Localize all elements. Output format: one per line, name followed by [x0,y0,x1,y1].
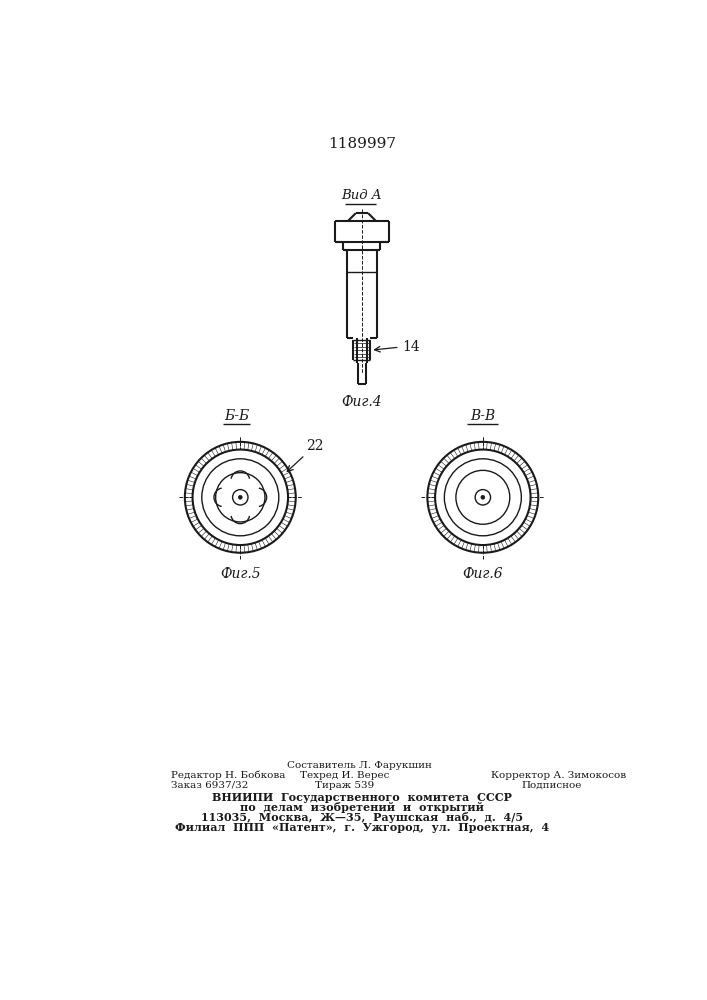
Circle shape [185,442,296,553]
Text: В-В: В-В [470,409,496,423]
Text: ВНИИПИ  Государственного  комитета  СССР: ВНИИПИ Государственного комитета СССР [212,792,512,803]
Text: Техред И. Верес: Техред И. Верес [300,771,389,780]
Text: 14: 14 [402,340,420,354]
Text: Фиг.6: Фиг.6 [462,567,503,581]
Circle shape [475,490,491,505]
Text: Заказ 6937/32: Заказ 6937/32 [171,781,248,790]
Text: 22: 22 [307,439,324,453]
Circle shape [238,495,243,499]
Circle shape [428,442,538,553]
Circle shape [201,459,279,536]
Text: Фиг.4: Фиг.4 [341,395,382,409]
Text: Вид A: Вид A [341,189,382,202]
Text: Составитель Л. Фарукшин: Составитель Л. Фарукшин [287,761,432,770]
Text: по  делам  изобретений  и  открытий: по делам изобретений и открытий [240,802,484,813]
Text: Фиг.5: Фиг.5 [220,567,261,581]
Circle shape [216,473,265,522]
Text: Редактор Н. Бобкова: Редактор Н. Бобкова [171,771,286,780]
Text: Филиал  ППП  «Патент»,  г.  Ужгород,  ул.  Проектная,  4: Филиал ППП «Патент», г. Ужгород, ул. Про… [175,822,549,833]
Text: 113035,  Москва,  Ж—35,  Раушская  наб.,  д.  4/5: 113035, Москва, Ж—35, Раушская наб., д. … [201,812,523,823]
Circle shape [456,470,510,524]
Circle shape [233,490,248,505]
Circle shape [481,495,485,499]
Text: 1189997: 1189997 [328,137,396,151]
Text: Подписное: Подписное [521,781,582,790]
Text: Корректор А. Зимокосов: Корректор А. Зимокосов [491,771,626,780]
Circle shape [444,459,521,536]
Text: Тираж 539: Тираж 539 [315,781,374,790]
Circle shape [192,450,288,545]
Circle shape [435,450,530,545]
Text: Б-Б: Б-Б [224,409,249,423]
